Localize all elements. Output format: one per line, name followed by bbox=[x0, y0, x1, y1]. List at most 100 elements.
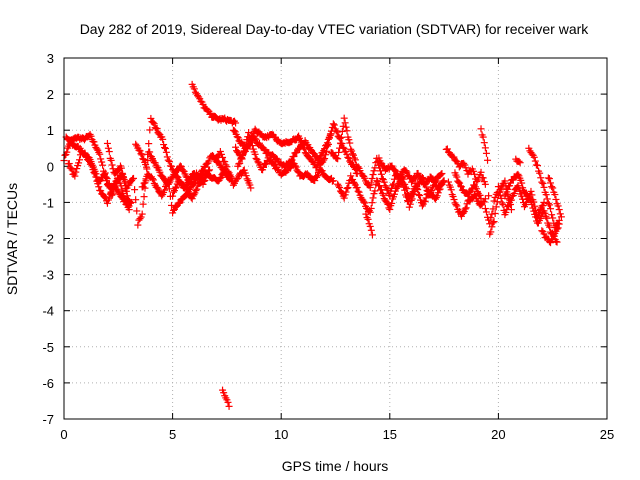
data-point bbox=[528, 201, 536, 209]
data-point bbox=[542, 213, 550, 221]
data-point bbox=[94, 180, 102, 188]
data-point bbox=[330, 121, 338, 129]
data-point bbox=[105, 182, 113, 190]
data-point bbox=[150, 120, 158, 128]
y-tick-label: -3 bbox=[42, 268, 54, 283]
data-point bbox=[373, 177, 381, 185]
data-point bbox=[207, 109, 215, 117]
data-point bbox=[105, 148, 113, 156]
data-point bbox=[366, 183, 374, 191]
data-point bbox=[486, 220, 494, 228]
x-axis-label: GPS time / hours bbox=[282, 458, 389, 474]
y-axis-label: SDTVAR / TECUs bbox=[4, 183, 20, 295]
data-point bbox=[105, 194, 113, 202]
data-point bbox=[161, 186, 169, 194]
data-point bbox=[549, 214, 557, 222]
data-point bbox=[325, 134, 333, 142]
data-point bbox=[316, 153, 324, 161]
data-point bbox=[555, 206, 563, 214]
data-point bbox=[450, 153, 458, 161]
data-point bbox=[366, 222, 374, 230]
data-point bbox=[477, 168, 485, 176]
data-point bbox=[336, 144, 344, 152]
data-point bbox=[455, 178, 463, 186]
data-point bbox=[539, 179, 547, 187]
data-point bbox=[499, 201, 507, 209]
y-tick-label: 0 bbox=[47, 159, 54, 174]
data-point bbox=[98, 158, 106, 166]
data-point bbox=[99, 161, 107, 169]
data-point bbox=[530, 207, 538, 215]
data-point bbox=[433, 192, 441, 200]
data-point bbox=[391, 166, 399, 174]
data-point bbox=[153, 124, 161, 132]
data-point bbox=[367, 204, 375, 212]
data-point bbox=[556, 210, 564, 218]
data-point bbox=[292, 163, 300, 171]
data-point bbox=[138, 210, 146, 218]
data-point bbox=[349, 150, 357, 158]
data-point bbox=[543, 195, 551, 203]
data-point bbox=[400, 175, 408, 183]
data-point bbox=[237, 170, 245, 178]
data-point bbox=[205, 157, 213, 165]
data-point bbox=[246, 137, 254, 145]
data-point bbox=[498, 199, 506, 207]
data-point bbox=[364, 215, 372, 223]
data-point bbox=[162, 148, 170, 156]
data-point bbox=[160, 141, 168, 149]
data-point bbox=[390, 180, 398, 188]
data-point bbox=[487, 214, 495, 222]
data-point bbox=[125, 202, 133, 210]
data-point bbox=[131, 186, 139, 194]
data-point bbox=[543, 214, 551, 222]
data-point bbox=[101, 193, 109, 201]
data-point bbox=[464, 192, 472, 200]
data-point bbox=[322, 151, 330, 159]
data-point bbox=[494, 183, 502, 191]
data-point bbox=[490, 197, 498, 205]
data-point bbox=[378, 175, 386, 183]
data-point bbox=[545, 175, 553, 183]
data-point bbox=[544, 199, 552, 207]
data-point bbox=[532, 213, 540, 221]
data-point bbox=[333, 128, 341, 136]
data-point bbox=[144, 150, 152, 158]
data-point bbox=[90, 138, 98, 146]
data-point bbox=[142, 177, 150, 185]
data-point bbox=[453, 173, 461, 181]
data-point bbox=[96, 150, 104, 158]
data-point bbox=[537, 174, 545, 182]
data-point bbox=[480, 198, 488, 206]
data-point bbox=[251, 125, 259, 133]
data-point bbox=[541, 209, 549, 217]
data-point bbox=[132, 196, 140, 204]
data-point bbox=[151, 159, 159, 167]
data-point bbox=[221, 158, 229, 166]
data-point bbox=[469, 167, 477, 175]
data-point bbox=[490, 218, 498, 226]
data-point bbox=[370, 167, 378, 175]
data-point bbox=[244, 141, 252, 149]
data-point bbox=[416, 172, 424, 180]
data-point bbox=[366, 208, 374, 216]
data-point bbox=[491, 193, 499, 201]
data-point bbox=[369, 171, 377, 179]
data-point bbox=[336, 139, 344, 147]
data-point bbox=[376, 182, 384, 190]
data-point bbox=[552, 195, 560, 203]
data-point bbox=[75, 159, 83, 167]
data-point bbox=[553, 225, 561, 233]
y-tick-label: -2 bbox=[42, 232, 54, 247]
y-tick-label: -6 bbox=[42, 376, 54, 391]
data-point bbox=[501, 177, 509, 185]
data-point bbox=[476, 191, 484, 199]
x-tick-label: 5 bbox=[169, 427, 176, 442]
data-point bbox=[148, 175, 156, 183]
data-point bbox=[139, 155, 147, 163]
data-point bbox=[137, 150, 145, 158]
data-point bbox=[147, 114, 155, 122]
data-point bbox=[539, 201, 547, 209]
data-point bbox=[134, 221, 142, 229]
data-point bbox=[527, 197, 535, 205]
